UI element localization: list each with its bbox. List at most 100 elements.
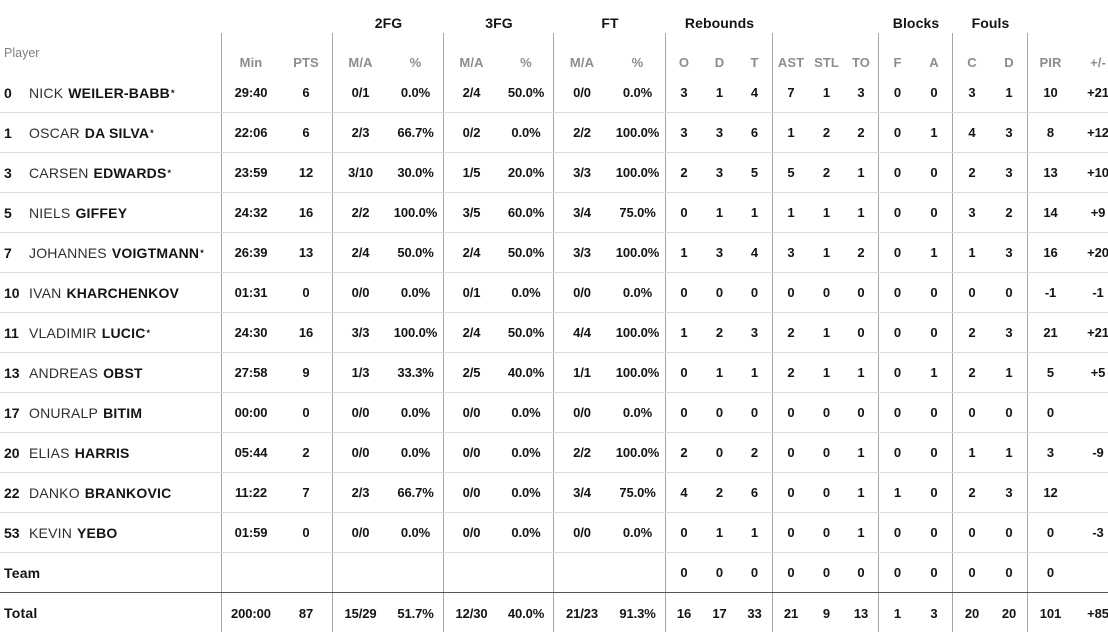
stat-to: 13 [844, 593, 879, 632]
col-header-3fg-ma: M/A [459, 55, 484, 70]
stat-fg3ma: 0/0 [462, 445, 481, 460]
stat-fd: 3 [991, 313, 1028, 352]
stat-dr: 3 [715, 125, 724, 140]
player-first-name: JOHANNES [29, 244, 107, 261]
stat-bf: 0 [893, 405, 902, 420]
group-header-row: 2FG 3FG FT Rebounds Blocks Fouls [0, 0, 1108, 33]
stat-fd: 1 [991, 73, 1028, 112]
stat-fg2ma: 0/0 [351, 445, 370, 460]
stat-dr: 3 [715, 245, 724, 260]
stat-dr: 0 [715, 445, 724, 460]
stat-pts: 9 [280, 353, 333, 392]
total-row: Total 200:00 87 15/29 51.7% 12/30 40.0% 21/23 91… [0, 593, 1108, 632]
stat-pm: -9 [1092, 445, 1104, 460]
stat-to: 0 [844, 553, 879, 592]
stat-ast: 5 [787, 165, 795, 180]
col-header-pir: PIR [1039, 55, 1062, 70]
stat-min: 24:30 [234, 325, 268, 340]
stat-pts: 6 [280, 113, 333, 152]
jersey-number: 13 [4, 364, 20, 381]
stat-dr: 0 [715, 285, 724, 300]
player-row[interactable]: 20 ELIAS HARRIS 05:44 2 0/0 0.0% 0/0 0.0% 2/2 100.… [0, 433, 1108, 473]
stat-ast: 2 [787, 365, 795, 380]
player-last-name: BITIM [103, 404, 143, 421]
player-first-name: NICK [29, 84, 64, 101]
player-row[interactable]: 10 IVAN KHARCHENKOV 01:31 0 0/0 0.0% 0/1 0.0% 0/0… [0, 273, 1108, 313]
stat-fd: 3 [991, 233, 1028, 272]
stat-fg3ma: 3/5 [462, 205, 481, 220]
stat-pts: 87 [280, 593, 333, 632]
stat-or: 0 [680, 525, 688, 540]
stat-tr: 4 [737, 233, 773, 272]
col-header-plusminus: +/- [1090, 55, 1106, 70]
stat-to: 1 [844, 353, 879, 392]
stat-ba: 0 [916, 313, 953, 352]
stat-fg3pct: 50.0% [499, 313, 554, 352]
stat-min: 26:39 [234, 245, 268, 260]
stat-fg2ma: 0/1 [351, 85, 370, 100]
player-row[interactable]: 1 OSCAR DA SILVA * 22:06 6 2/3 66.7% 0/2 0.0% 2/2 1… [0, 113, 1108, 153]
player-first-name: OSCAR [29, 124, 80, 141]
col-header-to: TO [844, 33, 879, 73]
stat-ast: 0 [787, 405, 795, 420]
stat-ba: 1 [916, 113, 953, 152]
player-row[interactable]: 5 NIELS GIFFEY 24:32 16 2/2 100.0% 3/5 60.0% 3/4 7… [0, 193, 1108, 233]
stat-dr: 1 [715, 525, 724, 540]
stat-bf: 0 [893, 165, 902, 180]
player-row[interactable]: 11 VLADIMIR LUCIC * 24:30 16 3/3 100.0% 2/4 50.0%… [0, 313, 1108, 353]
stat-pts: 2 [280, 433, 333, 472]
stat-bf: 0 [893, 285, 902, 300]
col-header-blocks-a: A [916, 33, 953, 73]
player-last-name: BRANKOVIC [84, 484, 172, 501]
stat-min: 05:44 [234, 445, 268, 460]
stat-fg2ma: 2/2 [351, 205, 370, 220]
stat-min: 01:59 [234, 525, 268, 540]
stat-to: 1 [844, 513, 879, 552]
stat-stl: 0 [822, 485, 831, 500]
stat-stl: 0 [822, 445, 831, 460]
col-header-reb-d: D [714, 55, 725, 70]
stat-to: 1 [844, 193, 879, 232]
stat-ast: 2 [787, 325, 795, 340]
group-header-rebounds: Rebounds [684, 15, 755, 31]
player-row[interactable]: 7 JOHANNES VOIGTMANN * 26:39 13 2/4 50.0% 2/4 50.… [0, 233, 1108, 273]
stat-ba: 1 [916, 233, 953, 272]
player-row[interactable]: 53 KEVIN YEBO 01:59 0 0/0 0.0% 0/0 0.0% 0/0 0.0% 0 1… [0, 513, 1108, 553]
player-first-name: KEVIN [29, 524, 73, 541]
stat-bf: 0 [893, 125, 902, 140]
stat-ftma: 2/2 [573, 445, 591, 460]
stat-fg2ma: 2/4 [351, 245, 370, 260]
stat-fg3ma: 2/5 [462, 365, 481, 380]
stat-fg2ma: 2/3 [351, 125, 370, 140]
team-label: Team [4, 564, 41, 581]
stat-or: 0 [680, 405, 688, 420]
stat-ftpct: 100.0% [610, 233, 666, 272]
stat-fg2pct: 66.7% [388, 113, 444, 152]
col-header-fouls-d: D [991, 33, 1028, 73]
stat-pm [1073, 553, 1108, 592]
stat-or: 0 [680, 285, 688, 300]
stat-stl: 2 [822, 165, 831, 180]
stat-ba: 0 [916, 553, 953, 592]
stat-dr: 1 [715, 205, 724, 220]
player-row[interactable]: 0 NICK WEILER-BABB * 29:40 6 0/1 0.0% 2/4 50.0% 0/… [0, 73, 1108, 113]
stat-min: 29:40 [234, 85, 268, 100]
player-row[interactable]: 22 DANKO BRANKOVIC 11:22 7 2/3 66.7% 0/0 0.0% 3/4… [0, 473, 1108, 513]
player-last-name: GIFFEY [75, 204, 128, 221]
group-header-3fg: 3FG [485, 15, 513, 31]
stat-fg2ma [333, 553, 388, 592]
stat-pm [1073, 473, 1108, 512]
stat-ftpct: 100.0% [610, 313, 666, 352]
player-row[interactable]: 3 CARSEN EDWARDS * 23:59 12 3/10 30.0% 1/5 20.0% 3… [0, 153, 1108, 193]
player-last-name: OBST [103, 364, 143, 381]
player-row[interactable]: 13 ANDREAS OBST 27:58 9 1/3 33.3% 2/5 40.0% 1/1 10… [0, 353, 1108, 393]
stat-tr: 6 [737, 473, 773, 512]
player-cell: 20 ELIAS HARRIS [0, 433, 222, 472]
stat-tr: 6 [737, 113, 773, 152]
stat-fg3pct: 40.0% [499, 593, 554, 632]
jersey-number: 11 [4, 324, 19, 341]
stat-tr: 0 [737, 273, 773, 312]
stat-fg3ma: 2/4 [462, 85, 481, 100]
player-row[interactable]: 17 ONURALP BITIM 00:00 0 0/0 0.0% 0/0 0.0% 0/0 0.0… [0, 393, 1108, 433]
